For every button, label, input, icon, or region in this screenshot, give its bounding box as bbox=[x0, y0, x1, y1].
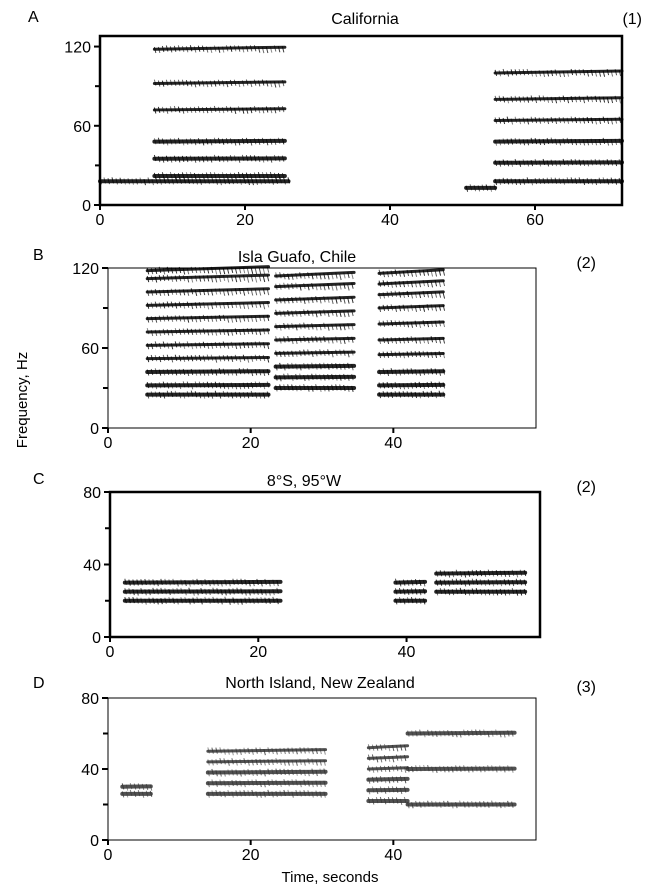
panel-d-ytick-label-1: 40 bbox=[81, 762, 99, 779]
panel-b-call-1-harmonic-4 bbox=[276, 338, 354, 340]
panel-a-ytick-label-2: 120 bbox=[64, 40, 91, 57]
panel-b-call-2-harmonic-4 bbox=[379, 338, 443, 340]
panel-c-title: 8°S, 95°W bbox=[267, 473, 342, 490]
panel-a-title: California bbox=[331, 11, 399, 28]
panel-b-xtick-label-2: 40 bbox=[384, 435, 402, 452]
panel-b-call-2-harmonic-3 bbox=[379, 353, 443, 354]
panel-b-striation bbox=[263, 303, 265, 309]
panel-c-ticks: 0 20 40 0 40 80 bbox=[83, 485, 415, 661]
panel-d-call-2-harmonic-3 bbox=[368, 768, 407, 769]
panel-letter-a: A bbox=[28, 9, 39, 26]
panel-d-ticks: 0 20 40 0 40 80 bbox=[81, 691, 402, 864]
panel-b-call-1-harmonic-2 bbox=[276, 366, 354, 367]
panel-a-xtick-label-0: 0 bbox=[96, 212, 105, 229]
panel-a-ticks: 0 20 40 60 0 60 120 bbox=[64, 40, 544, 229]
panel-b-striation bbox=[263, 276, 265, 282]
panel-a-ytick-label-1: 60 bbox=[73, 119, 91, 136]
panel-b-call-1-harmonic-5 bbox=[276, 325, 354, 327]
panel-c-marks bbox=[125, 570, 526, 605]
panel-b-title: Isla Guafo, Chile bbox=[238, 249, 356, 266]
panel-d-note: (3) bbox=[576, 679, 596, 696]
panel-b-striation bbox=[247, 277, 249, 283]
panel-b-note: (2) bbox=[576, 255, 596, 272]
panel-b-marks bbox=[147, 267, 444, 399]
panel-a-note: (1) bbox=[622, 11, 642, 28]
panel-b-striation bbox=[263, 268, 265, 274]
panel-c-ytick-label-2: 80 bbox=[83, 485, 101, 502]
panel-b-striation bbox=[340, 274, 342, 280]
panel-d-xtick-label-2: 40 bbox=[384, 847, 402, 864]
panel-b-striation bbox=[443, 293, 445, 299]
panel-c-ytick-label-1: 40 bbox=[83, 558, 101, 575]
panel-d-xtick-label-1: 20 bbox=[242, 847, 260, 864]
panel-d-marks bbox=[122, 730, 514, 809]
panel-d-call-1-harmonic-4 bbox=[208, 750, 326, 752]
panel-d-call-2-harmonic-5 bbox=[368, 746, 407, 748]
panel-a: A California (1) 0 20 40 60 0 60 120 bbox=[28, 9, 642, 229]
panel-d: D North Island, New Zealand (3) 0 20 40 0 40… bbox=[33, 675, 596, 864]
panel-b-striation bbox=[247, 268, 249, 274]
panel-b-striation bbox=[255, 276, 257, 282]
panel-a-call-3-harmonic-4 bbox=[495, 98, 622, 100]
panel-a-xtick-label-3: 60 bbox=[526, 212, 544, 229]
x-axis-label: Time, seconds bbox=[282, 869, 379, 886]
panel-b: B Isla Guafo, Chile (2) 0 20 40 0 60 120 bbox=[33, 247, 596, 452]
panel-b-striation bbox=[251, 268, 253, 274]
panel-a-xtick-label-2: 40 bbox=[381, 212, 399, 229]
panel-letter-b: B bbox=[33, 247, 44, 264]
panel-a-xtick-label-1: 20 bbox=[236, 212, 254, 229]
panel-b-ytick-label-1: 60 bbox=[81, 341, 99, 358]
panel-d-ytick-label-0: 0 bbox=[90, 833, 99, 850]
panel-b-ytick-label-2: 120 bbox=[72, 261, 99, 278]
panel-b-striation bbox=[259, 268, 261, 274]
panel-a-ytick-label-0: 0 bbox=[82, 198, 91, 215]
panel-c-xtick-label-1: 20 bbox=[249, 644, 267, 661]
panel-letter-d: D bbox=[33, 675, 45, 692]
panel-b-striation bbox=[348, 285, 350, 291]
panel-a-call-1-harmonic-3 bbox=[154, 109, 285, 110]
panel-d-title: North Island, New Zealand bbox=[225, 675, 414, 692]
panel-c-xtick-label-0: 0 bbox=[106, 644, 115, 661]
panel-c-note: (2) bbox=[576, 479, 596, 496]
panel-b-striation bbox=[255, 268, 257, 274]
panel-b-call-1-harmonic-3 bbox=[276, 352, 354, 353]
panel-a-call-3-harmonic-3 bbox=[495, 119, 622, 120]
panel-b-xtick-label-1: 20 bbox=[242, 435, 260, 452]
panel-a-call-1-harmonic-5 bbox=[154, 47, 285, 49]
y-axis-label: Frequency, Hz bbox=[14, 352, 31, 448]
panel-b-xtick-label-0: 0 bbox=[104, 435, 113, 452]
panel-letter-c: C bbox=[33, 471, 45, 488]
panel-b-call-2-harmonic-2 bbox=[379, 371, 443, 372]
panel-d-call-2-harmonic-4 bbox=[368, 757, 407, 759]
panel-d-xtick-label-0: 0 bbox=[104, 847, 113, 864]
panel-c: C 8°S, 95°W (2) 0 20 40 0 40 80 bbox=[33, 471, 596, 661]
panel-c-xtick-label-2: 40 bbox=[398, 644, 416, 661]
panel-a-marks bbox=[100, 45, 622, 192]
panel-a-call-3-harmonic-2 bbox=[495, 141, 622, 142]
panel-b-ytick-label-0: 0 bbox=[90, 421, 99, 438]
panel-d-call-1-harmonic-3 bbox=[208, 761, 326, 762]
panel-c-frame bbox=[110, 492, 540, 637]
panel-d-ytick-label-2: 80 bbox=[81, 691, 99, 708]
panel-c-ytick-label-0: 0 bbox=[92, 630, 101, 647]
